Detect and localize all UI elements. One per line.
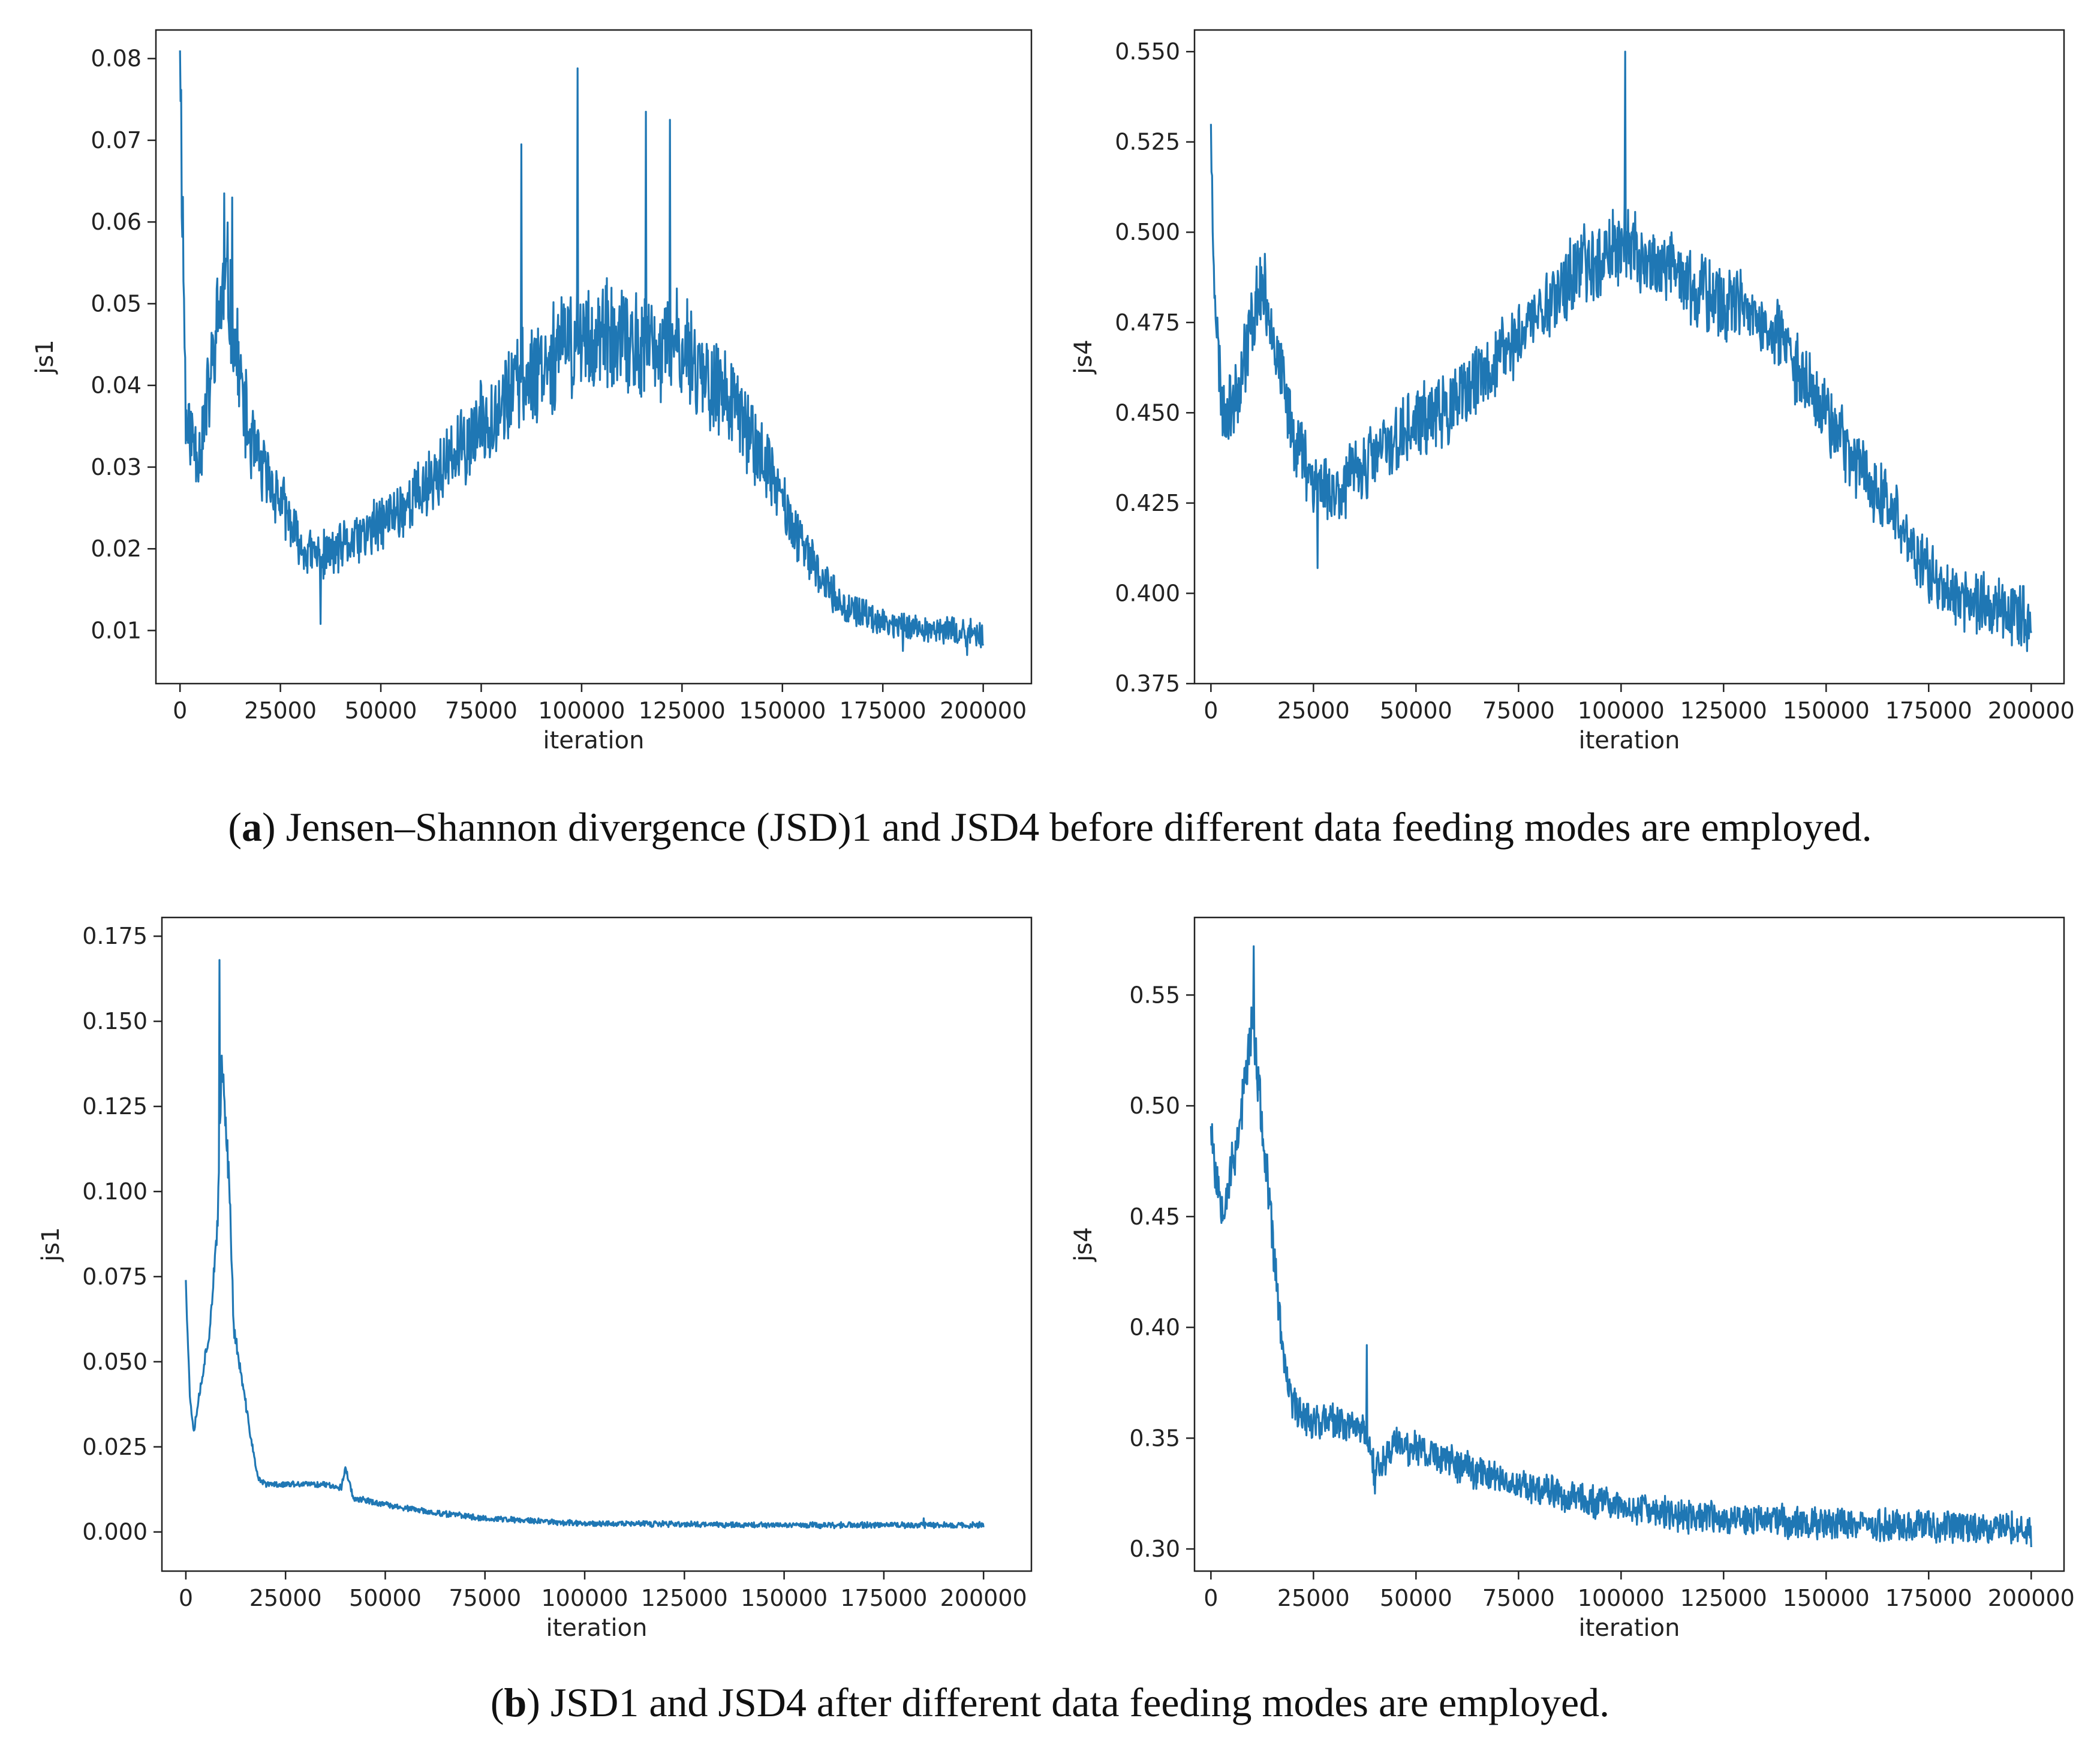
a-js1-yaxis-label: js1	[31, 339, 59, 374]
b-js4-xtick-label: 200000	[1988, 1585, 2075, 1611]
a-js4-yaxis-label: js4	[1070, 339, 1097, 374]
a-js4-ytick-label: 0.450	[1115, 399, 1180, 426]
b-js4-xtick-label: 50000	[1380, 1585, 1452, 1611]
b-js4-ytick-label: 0.35	[1129, 1425, 1180, 1451]
b-js1-xtick-label: 25000	[249, 1585, 322, 1611]
a-js1-ytick-label: 0.04	[91, 372, 142, 399]
b-js1-ytick-label: 0.075	[82, 1263, 148, 1290]
b-js1-xtick-label: 0	[179, 1585, 193, 1611]
a-js4-xtick-label: 25000	[1277, 697, 1350, 724]
a-js1-xtick-label: 25000	[244, 697, 317, 724]
a-js1-ytick-label: 0.06	[91, 209, 142, 235]
chart-a-js4: 0 25000 50000 75000 100000 125000 150000 175000…	[1057, 18, 2076, 769]
b-js1-yaxis-label: js1	[37, 1227, 65, 1262]
caption-a: (a) Jensen–Shannon divergence (JSD)1 and…	[228, 804, 1872, 850]
a-js4-xtick-label: 175000	[1885, 697, 1972, 724]
a-js4-xtick-label: 75000	[1482, 697, 1555, 724]
a-js1-plot-frame	[155, 29, 1033, 685]
a-js1-xtick-label: 50000	[345, 697, 417, 724]
chart-a-js4-svg: 0 25000 50000 75000 100000 125000 150000 175000…	[1070, 29, 2075, 754]
a-js1-xaxis-label: iteration	[543, 727, 645, 754]
b-js1-xtick-label: 125000	[641, 1585, 728, 1611]
b-js4-plot-frame	[1193, 916, 2065, 1572]
a-js4-xtick-label: 0	[1204, 697, 1218, 724]
caption-a-letter: a	[242, 804, 263, 850]
b-js1-xtick-label: 100000	[541, 1585, 628, 1611]
a-js1-ytick-label: 0.05	[91, 290, 142, 317]
a-js4-ytick-label: 0.375	[1115, 670, 1180, 697]
caption-b: (b) JSD1 and JSD4 after different data f…	[490, 1680, 1610, 1725]
caption-b-letter: b	[504, 1680, 527, 1725]
a-js1-xtick-label: 175000	[840, 697, 926, 724]
chart-b-js1: 0 25000 50000 75000 100000 125000 150000 175000…	[24, 905, 1043, 1656]
a-js1-ytick-label: 0.08	[91, 46, 142, 72]
b-js4-xaxis-label: iteration	[1579, 1614, 1680, 1642]
b-js1-xtick-label: 200000	[940, 1585, 1027, 1611]
b-js4-ytick-label: 0.55	[1129, 982, 1180, 1008]
b-js4-ytick-label: 0.40	[1129, 1314, 1180, 1341]
a-js4-xtick-label: 150000	[1783, 697, 1870, 724]
a-js4-xtick-label: 50000	[1380, 697, 1452, 724]
b-js1-series-line	[185, 959, 985, 1530]
a-js1-ytick-label: 0.01	[91, 617, 142, 643]
b-js1-xtick-label: 75000	[449, 1585, 521, 1611]
b-js4-xtick-label: 0	[1204, 1585, 1218, 1611]
a-js4-xaxis-label: iteration	[1579, 727, 1680, 754]
b-js4-xtick-label: 150000	[1783, 1585, 1870, 1611]
b-js4-series-line	[1210, 945, 2032, 1548]
a-js4-xtick-label: 200000	[1988, 697, 2075, 724]
a-js4-ytick-label: 0.500	[1115, 219, 1180, 245]
b-js1-ytick-label: 0.025	[82, 1434, 148, 1460]
b-js4-ytick-label: 0.50	[1129, 1093, 1180, 1119]
caption-a-text: Jensen–Shannon divergence (JSD)1 and JSD…	[275, 804, 1872, 850]
b-js1-xtick-label: 50000	[349, 1585, 422, 1611]
a-js4-ytick-label: 0.525	[1115, 129, 1180, 155]
b-js1-ytick-label: 0.125	[82, 1093, 148, 1120]
a-js1-xtick-label: 150000	[739, 697, 826, 724]
a-js1-series-line	[179, 50, 985, 656]
caption-b-text: JSD1 and JSD4 after different data feedi…	[540, 1680, 1610, 1725]
b-js4-ytick-label: 0.30	[1129, 1536, 1180, 1562]
b-js1-xtick-label: 150000	[741, 1585, 828, 1611]
b-js1-xaxis-label: iteration	[546, 1614, 648, 1642]
chart-a-js1: 0 25000 50000 75000 100000 125000 150000 175000…	[24, 18, 1043, 769]
b-js1-ytick-label: 0.050	[82, 1349, 148, 1375]
b-js4-xtick-label: 75000	[1482, 1585, 1555, 1611]
b-js1-ytick-label: 0.150	[82, 1008, 148, 1034]
a-js4-plot-frame	[1193, 29, 2065, 685]
a-js1-xtick-label: 75000	[445, 697, 518, 724]
a-js1-ytick-label: 0.03	[91, 454, 142, 480]
b-js4-ytick-label: 0.45	[1129, 1204, 1180, 1230]
a-js1-ytick-label: 0.07	[91, 127, 142, 154]
a-js1-xtick-label: 100000	[538, 697, 625, 724]
chart-b-js4-svg: 0 25000 50000 75000 100000 125000 150000 175000…	[1070, 916, 2075, 1642]
b-js4-xtick-label: 100000	[1578, 1585, 1665, 1611]
a-js4-ytick-label: 0.475	[1115, 309, 1180, 336]
b-js1-ytick-label: 0.000	[82, 1519, 148, 1545]
a-js4-ytick-label: 0.550	[1115, 38, 1180, 65]
b-js1-ytick-label: 0.100	[82, 1178, 148, 1205]
a-js1-xtick-label: 0	[173, 697, 187, 724]
a-js1-ytick-label: 0.02	[91, 535, 142, 562]
b-js1-plot-frame	[161, 916, 1033, 1572]
a-js4-xtick-label: 100000	[1578, 697, 1665, 724]
b-js4-yaxis-label: js4	[1070, 1227, 1097, 1262]
b-js1-ytick-label: 0.175	[82, 923, 148, 949]
a-js1-xtick-label: 125000	[639, 697, 726, 724]
a-js4-series-line	[1210, 50, 2032, 652]
a-js1-xtick-label: 200000	[940, 697, 1027, 724]
b-js1-xtick-label: 175000	[840, 1585, 927, 1611]
chart-a-js1-svg: 0 25000 50000 75000 100000 125000 150000 175000…	[31, 29, 1033, 754]
a-js4-ytick-label: 0.425	[1115, 490, 1180, 516]
chart-b-js1-svg: 0 25000 50000 75000 100000 125000 150000 175000…	[37, 916, 1033, 1642]
b-js4-xtick-label: 25000	[1277, 1585, 1350, 1611]
a-js4-ytick-label: 0.400	[1115, 580, 1180, 606]
chart-b-js4: 0 25000 50000 75000 100000 125000 150000 175000…	[1057, 905, 2076, 1656]
b-js4-xtick-label: 125000	[1680, 1585, 1767, 1611]
b-js4-xtick-label: 175000	[1885, 1585, 1972, 1611]
a-js4-xtick-label: 125000	[1680, 697, 1767, 724]
